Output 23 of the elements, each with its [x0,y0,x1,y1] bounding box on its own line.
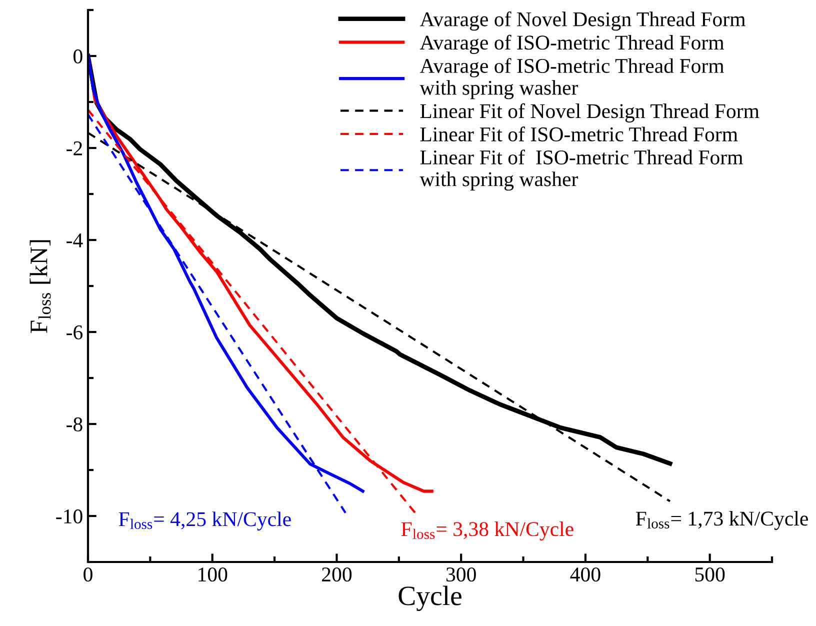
x-tick-label: 300 [446,567,476,582]
y-tick-label: -8 [66,417,82,432]
y-tick-label: -6 [66,325,83,340]
x-tick-label: 500 [695,567,725,582]
y-tick-label: -10 [56,509,82,524]
x-tick-label: 0 [84,567,92,582]
annotation: F$_{loss}$= 3,38 kN/Cycle [401,522,574,540]
legend-label: Avarage of ISO-metric Thread Form [420,34,724,54]
x-tick-label: 200 [322,567,352,582]
x-axis-title: Cycle [398,586,462,612]
y-tick-label: -2 [66,141,82,156]
annotation: F$_{loss}$= 4,25 kN/Cycle [118,512,291,531]
x-tick-label: 400 [570,567,600,582]
annotation: F$_{loss}$= 1,73 kN/Cycle [636,511,808,530]
legend-label: Avarage of ISO-metric Thread Form with spring washer [420,58,724,100]
legend-label: Linear Fit of ISO-metric Thread Form with spring washer [420,150,743,191]
y-tick-label: -4 [66,234,83,248]
y-tick-label: 0 [74,49,82,64]
legend-label: Avarage of Novel Design Thread Form [420,11,746,31]
legend-label: Linear Fit of ISO-metric Thread Form [420,126,738,142]
x-tick-label: 100 [198,567,228,582]
legend-label: Linear Fit of Novel Design Thread Form [420,103,760,122]
y-axis-title: F$_{loss}$ [kN] [30,240,51,334]
